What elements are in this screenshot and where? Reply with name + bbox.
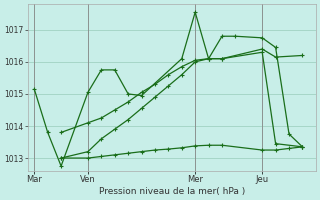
X-axis label: Pression niveau de la mer( hPa ): Pression niveau de la mer( hPa ) (99, 187, 245, 196)
